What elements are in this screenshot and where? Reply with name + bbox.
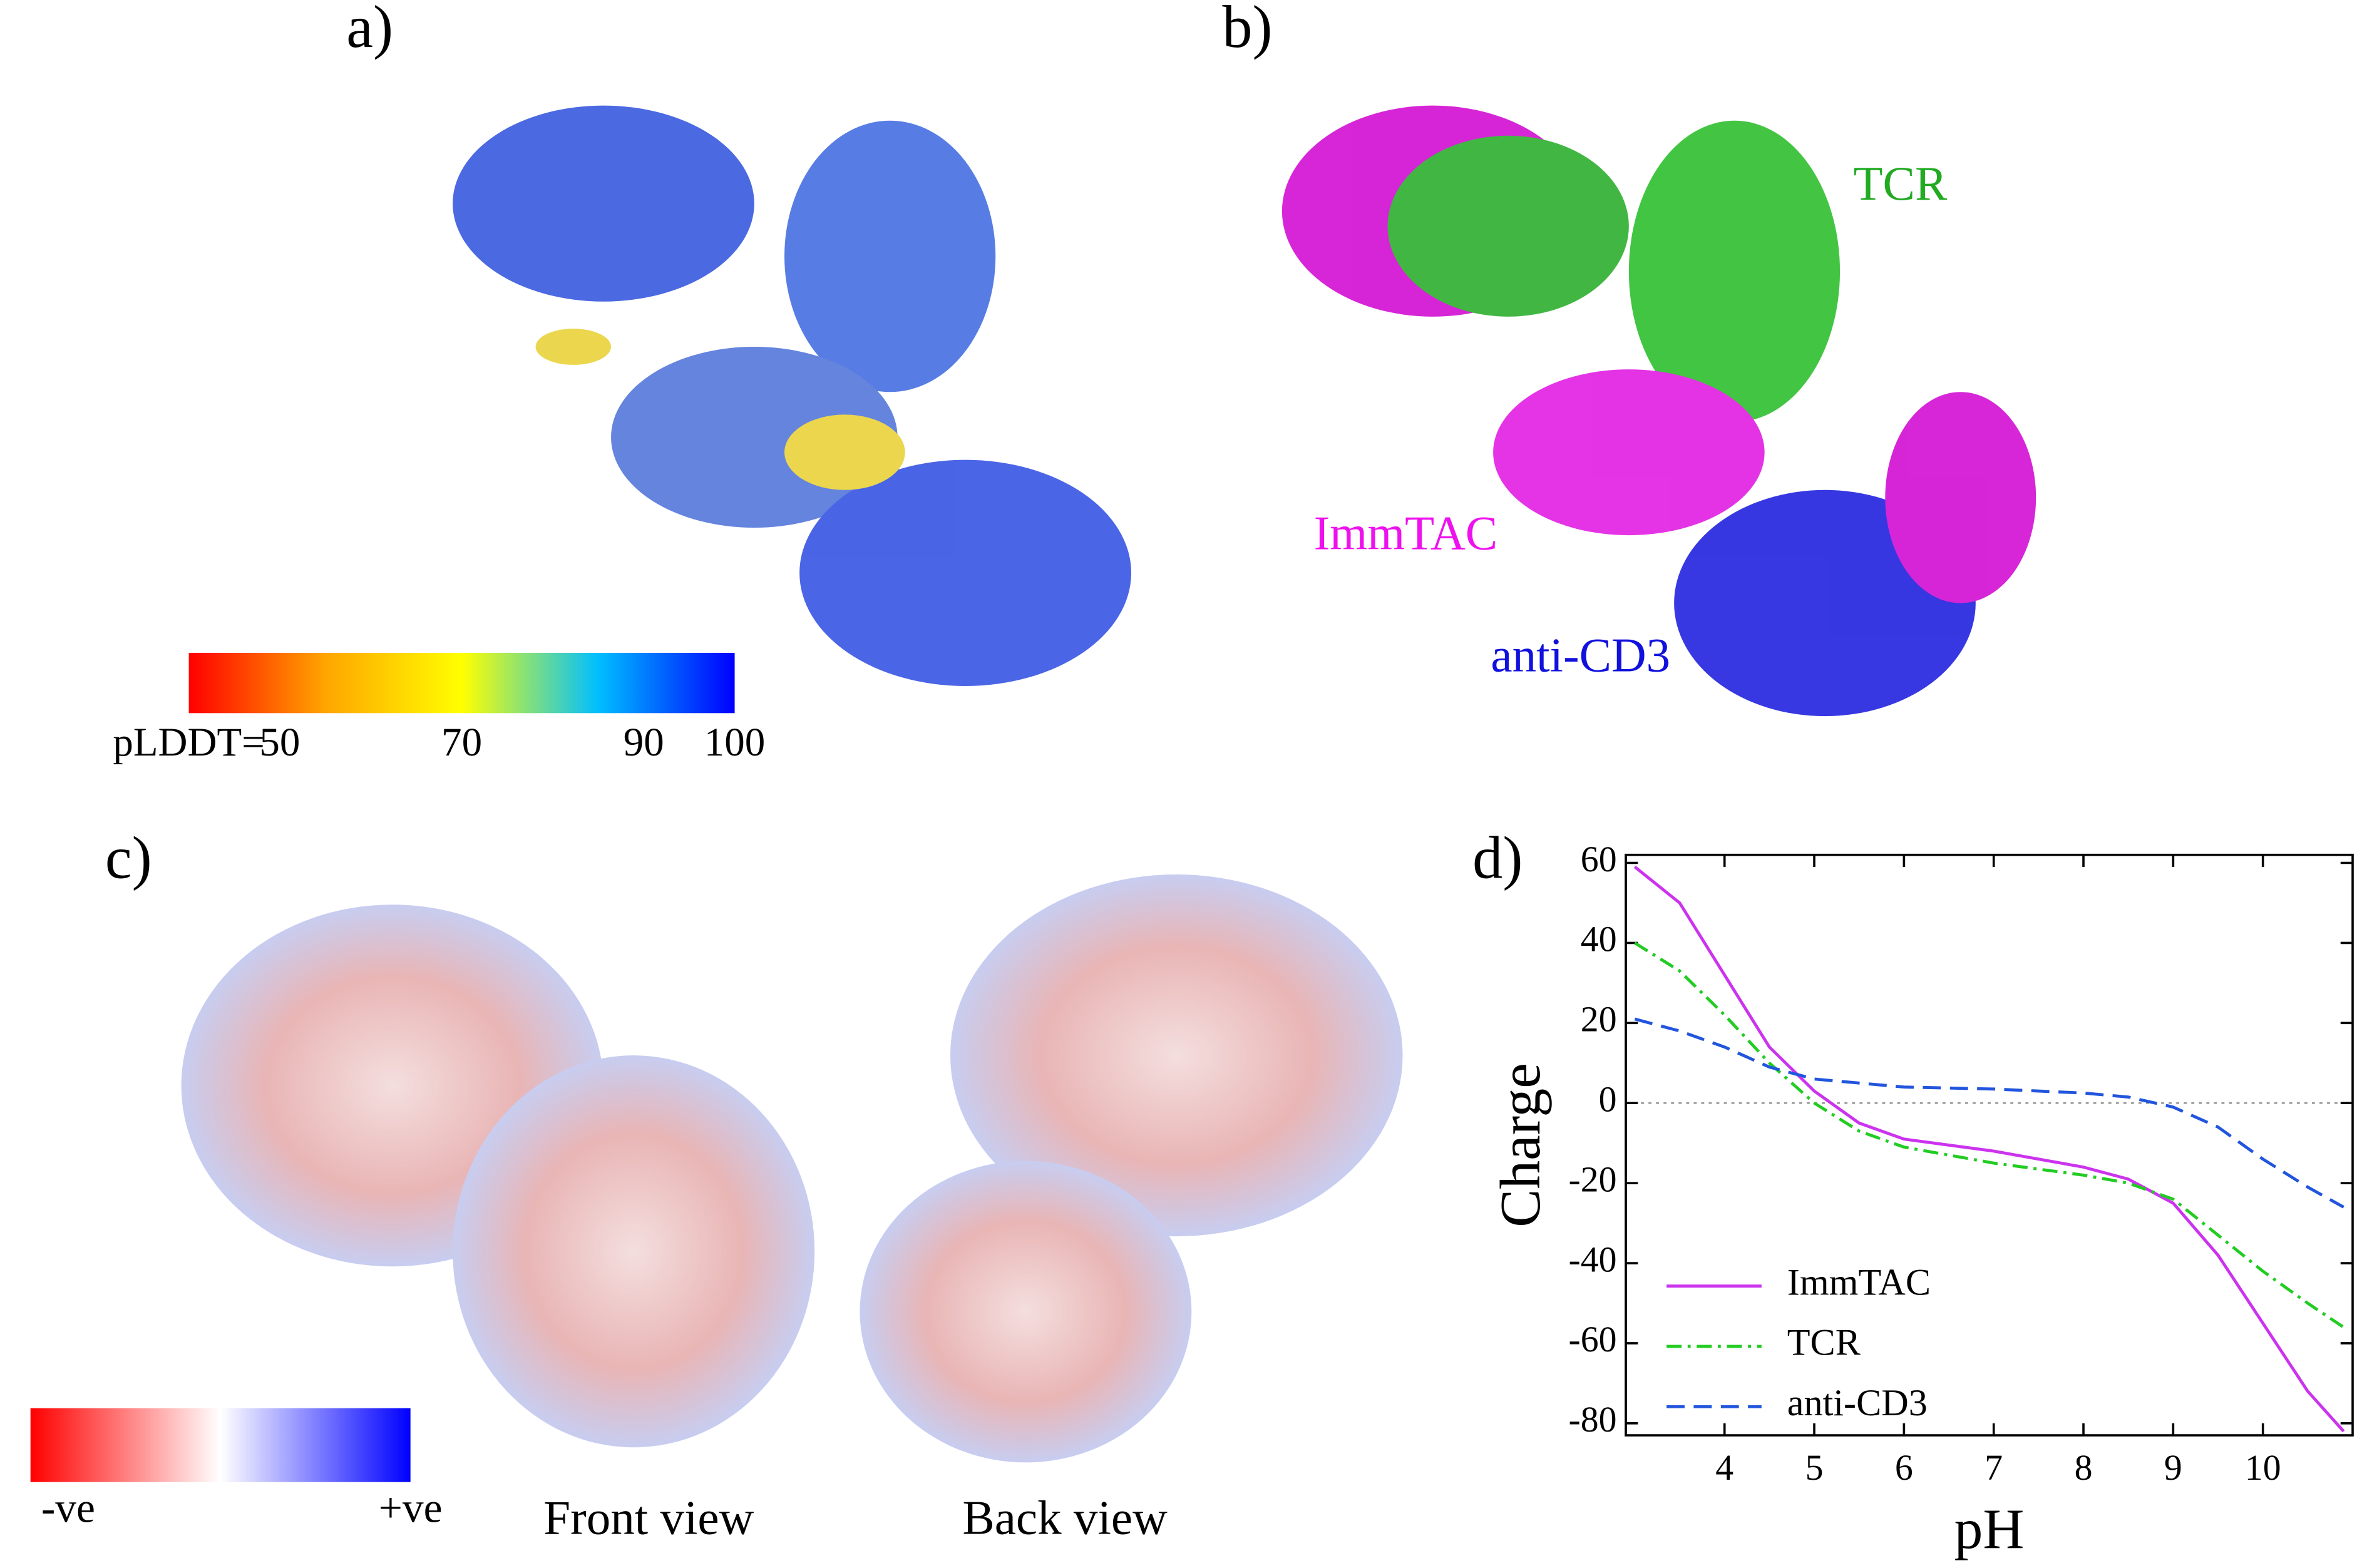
protein-overlay [1281,105,2036,717]
x-tick-label: 4 [1715,1447,1733,1488]
x-tick-label: 10 [2245,1447,2281,1488]
x-tick-label: 5 [1805,1447,1824,1488]
x-axis-label: pH [1954,1497,2025,1560]
x-tick-label: 6 [1895,1447,1913,1488]
colorbar-title: pLDDT= [113,720,265,765]
annotation: TCR [1853,156,1947,210]
colorbar-label: -ve [41,1484,95,1531]
view-label: Back view [962,1490,1168,1544]
panel-label: a) [346,0,393,60]
legend-label: ImmTAC [1787,1261,1931,1303]
panel-label: b) [1222,0,1272,60]
y-axis-label: Charge [1488,1063,1552,1227]
y-tick-label: 0 [1599,1079,1617,1119]
x-tick-label: 8 [2075,1447,2093,1488]
colorbar-label: +ve [379,1484,443,1531]
panel-label: d) [1472,824,1522,891]
y-tick-label: -40 [1569,1239,1617,1279]
colorbar [188,652,735,714]
y-tick-label: 20 [1581,999,1617,1040]
annotation: ImmTAC [1314,506,1498,560]
view-label: Front view [543,1490,754,1544]
y-tick-label: 40 [1581,919,1617,960]
series-line [1633,866,2345,1433]
colorbar-tick-label: 70 [441,720,482,765]
protein-surface [181,874,1403,1463]
y-tick-label: -20 [1569,1159,1617,1199]
legend-label: anti-CD3 [1787,1382,1928,1424]
y-tick-label: 60 [1581,839,1617,879]
annotation: anti-CD3 [1491,628,1670,682]
panel-label: c) [105,824,152,891]
legend-label: TCR [1787,1322,1861,1364]
colorbar-tick-label: 90 [624,720,664,765]
plot-frame [1625,853,2354,1437]
colorbar [30,1408,411,1482]
x-tick-label: 9 [2164,1447,2182,1488]
series-line [1634,1017,2344,1209]
y-tick-label: -60 [1569,1319,1617,1360]
colorbar-tick-label: 100 [704,720,766,765]
colorbar-tick-label: 50 [259,720,300,765]
y-tick-label: -80 [1569,1399,1617,1440]
series-line [1634,941,2345,1329]
x-tick-label: 7 [1985,1447,2003,1488]
protein-ribbon [453,105,1132,686]
